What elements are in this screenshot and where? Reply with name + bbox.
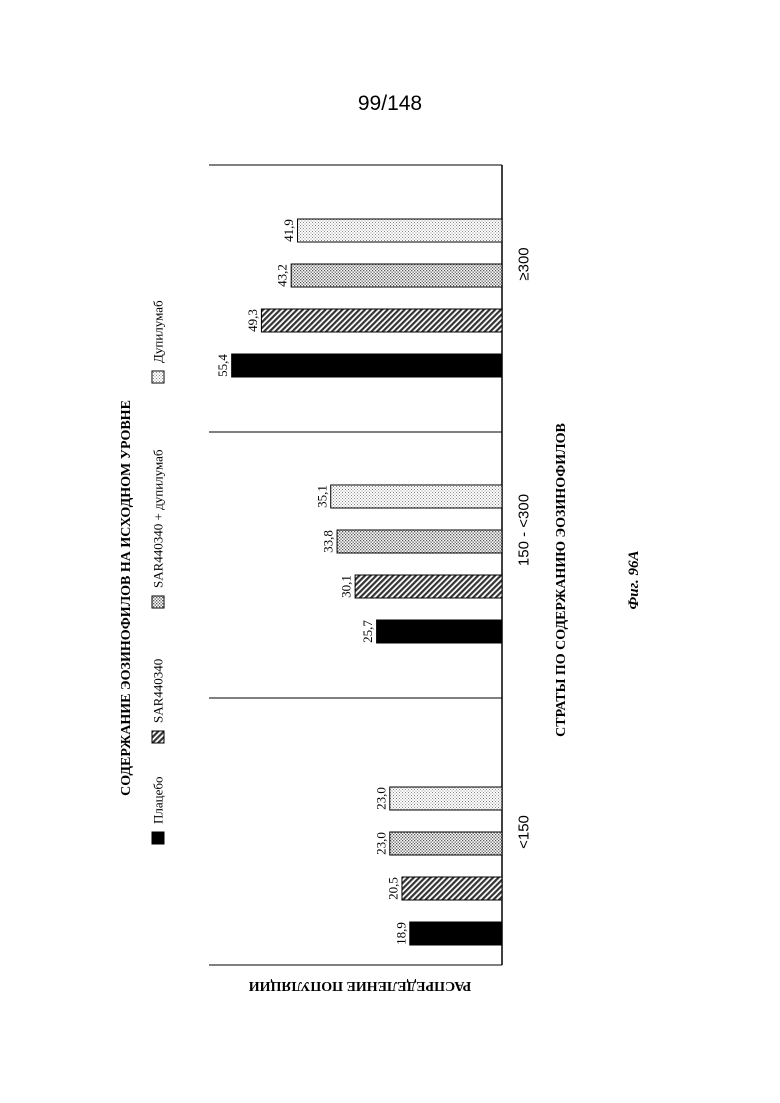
data-label: 49,3 <box>245 309 260 332</box>
bar <box>410 922 502 945</box>
data-label: 23,0 <box>373 787 388 810</box>
data-label: 23,0 <box>373 832 388 855</box>
legend-label: SAR440340 <box>151 659 166 723</box>
figure-caption: Фиг. 96А <box>626 551 642 610</box>
data-label: 41,9 <box>281 219 296 242</box>
chart-title: СОДЕРЖАНИЕ ЭОЗИНОФИЛОВ НА ИСХОДНОМ УРОВН… <box>119 400 134 796</box>
data-label: 18,9 <box>393 922 408 945</box>
legend-label: Дупилумаб <box>151 300 166 363</box>
data-label: 35,1 <box>314 485 329 508</box>
legend-swatch <box>152 832 164 844</box>
legend: Плацебо SAR440340 SAR440340 + дупилумаб Дуп… <box>151 300 166 844</box>
bar <box>355 575 502 598</box>
data-label: 55,4 <box>215 354 230 377</box>
category-tick-label: <150 <box>515 815 532 849</box>
bar <box>337 530 502 553</box>
category-tick-label: ≥300 <box>515 247 532 280</box>
bar <box>291 264 502 287</box>
legend-label: Плацебо <box>151 777 166 825</box>
data-label: 33,8 <box>321 530 336 553</box>
bar <box>261 309 502 332</box>
bar <box>402 877 502 900</box>
data-label: 25,7 <box>360 620 375 643</box>
data-label: 30,1 <box>339 575 354 598</box>
legend-swatch <box>152 731 164 743</box>
bar <box>298 219 502 242</box>
legend-label: SAR440340 + дупилумаб <box>151 449 166 588</box>
legend-swatch <box>152 371 164 383</box>
category-tick-label: 150 - <300 <box>515 494 532 566</box>
bar <box>390 787 502 810</box>
bar <box>377 620 502 643</box>
legend-swatch <box>152 596 164 608</box>
bar <box>232 354 502 377</box>
data-label: 43,2 <box>275 264 290 287</box>
y-axis-label: РАСПРЕДЕЛЕНИЕ ПОПУЛЯЦИИ <box>249 978 472 993</box>
bar <box>390 832 502 855</box>
data-label: 20,5 <box>386 877 401 900</box>
bar <box>331 485 502 508</box>
x-axis-label: СТРАТЫ ПО СОДЕРЖАНИЮ ЭОЗИНОФИЛОВ <box>554 423 569 737</box>
